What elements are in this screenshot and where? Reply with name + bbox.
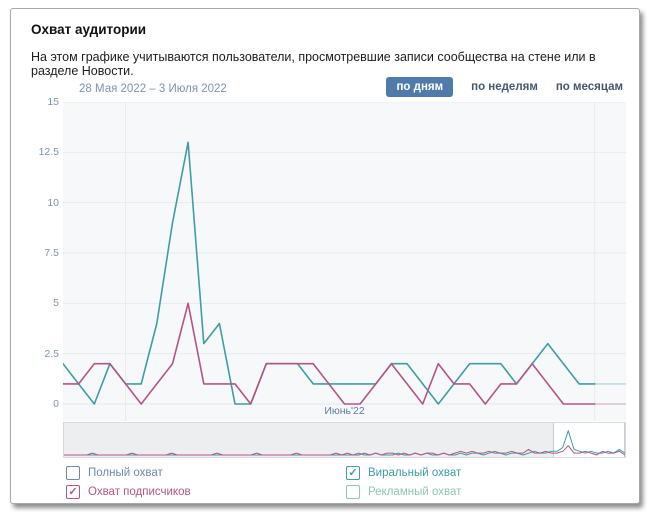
date-range-label: 28 Мая 2022 – 3 Июля 2022 [79,83,227,95]
checkbox-viral[interactable]: ✓ [346,465,360,480]
legend-label-ad: Рекламный охват [368,485,462,498]
legend-label-full: Полный охват [88,466,163,479]
y-axis-tick-label: 10 [47,196,59,209]
y-axis-tick-label: 0 [53,398,59,410]
tab-weeks[interactable]: по неделям [471,81,538,93]
y-axis-tick-label: 12.5 [38,146,59,159]
y-axis-tick-label: 5 [53,297,59,310]
checkbox-subscribers[interactable]: ✓ [66,484,80,499]
chart-plot-area[interactable] [63,102,626,421]
legend-item-subscribers[interactable]: ✓ Охват подписчиков [66,482,346,501]
y-axis-tick-label: 2.5 [44,347,59,360]
legend-item-full[interactable]: Полный охват [66,463,346,482]
tab-months[interactable]: по месяцам [555,81,623,93]
series-legend: Полный охват ✓ Охват подписчиков ✓ Виральный… [66,463,626,501]
checkbox-full[interactable] [66,465,80,480]
minimap-navigator[interactable] [63,422,626,458]
y-axis-tick-label: 15 [47,96,59,108]
legend-label-subscribers: Охват подписчиков [88,485,191,498]
check-icon: ✓ [68,485,78,498]
period-tabs: по дням по неделям по месяцам [386,77,623,97]
legend-item-ad[interactable]: Рекламный охват [346,482,626,501]
page-title: Охват аудитории [31,22,147,37]
tab-days[interactable]: по дням [386,77,454,97]
reach-stats-card: Охват аудитории На этом графике учитываю… [10,8,640,504]
legend-item-viral[interactable]: ✓ Виральный охват [346,463,626,482]
check-icon: ✓ [348,466,358,479]
legend-label-viral: Виральный охват [368,466,462,479]
checkbox-ad[interactable] [346,484,360,499]
y-axis-tick-label: 7.5 [44,247,59,259]
chart-description: На этом графике учитываются пользователи… [31,50,596,78]
